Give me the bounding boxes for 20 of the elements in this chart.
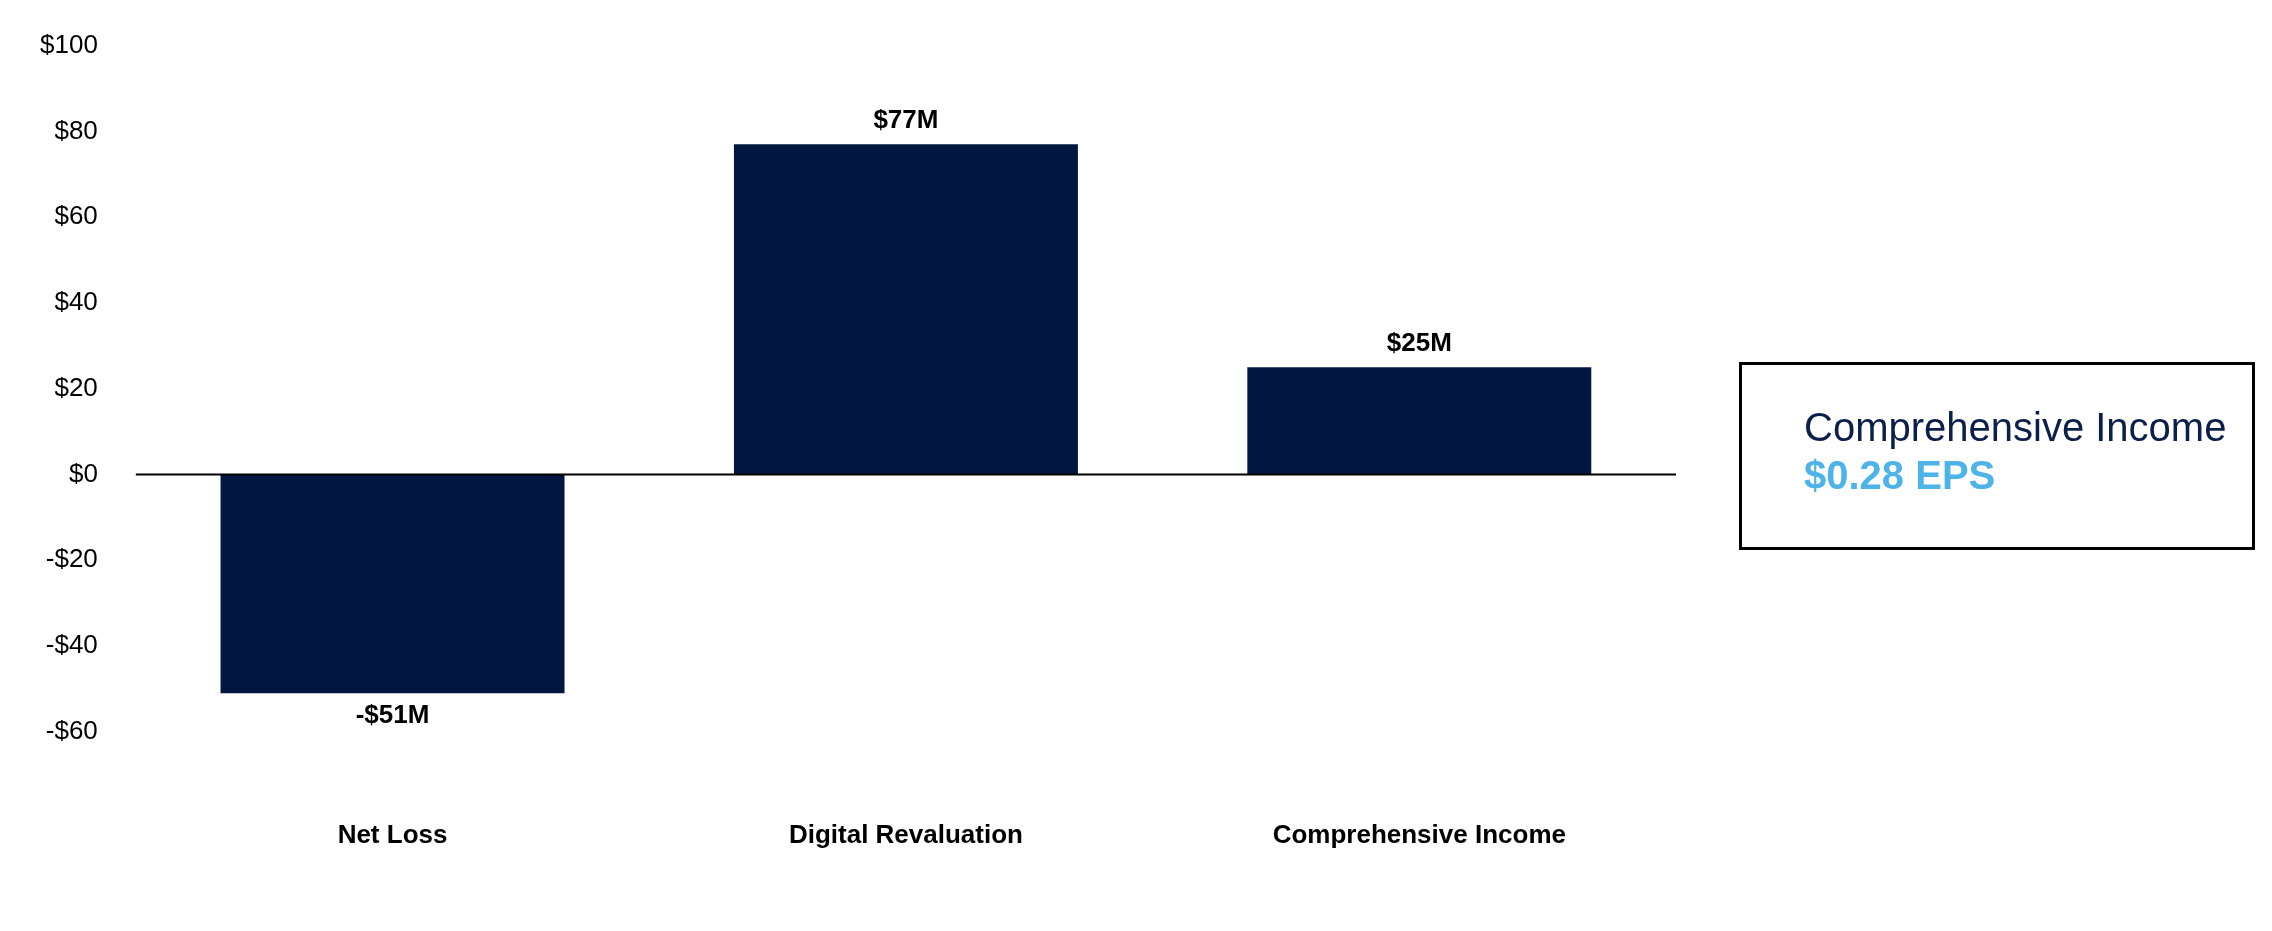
y-tick-label: $80 [54, 114, 98, 145]
text: Comprehensive Income [1804, 405, 2227, 449]
y-tick-label: $60 [54, 200, 98, 231]
y-tick-label: $40 [54, 286, 98, 317]
x-tick-label: Comprehensive Income [1272, 818, 1566, 849]
x-tick-label: Digital Revaluation [788, 818, 1023, 849]
x-tick-label: Net Loss [337, 818, 448, 849]
bar [733, 144, 1078, 475]
y-tick-label: -$60 [45, 714, 98, 745]
data-label: $77M [873, 104, 939, 135]
y-tick-label: -$20 [45, 543, 98, 574]
data-label: -$51M [355, 699, 430, 730]
y-tick-label: $0 [68, 457, 98, 488]
y-tick-label: -$40 [45, 629, 98, 660]
data-label: $25M [1386, 327, 1452, 358]
y-tick-label: $100 [40, 28, 98, 59]
bar [1247, 367, 1592, 475]
bar [220, 474, 565, 694]
y-tick-label: $20 [54, 371, 98, 402]
text: $0.28 EPS [1804, 453, 1996, 497]
